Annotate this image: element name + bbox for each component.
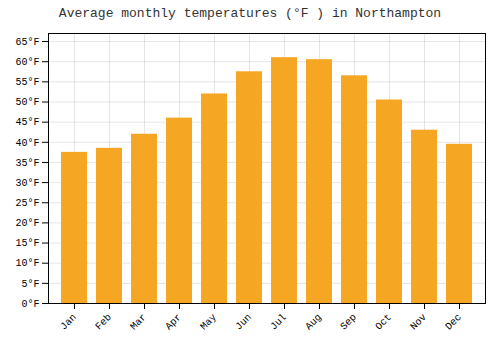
svg-text:May: May [198, 312, 219, 333]
svg-text:Sep: Sep [338, 312, 359, 333]
svg-text:60°F: 60°F [15, 57, 39, 68]
svg-text:Aug: Aug [303, 312, 324, 333]
html-text:Average monthly temperatures (: Average monthly temperatures (°F ) in No… [58, 6, 442, 21]
svg-text:30°F: 30°F [15, 178, 39, 189]
svg-text:Jan: Jan [58, 312, 79, 333]
svg-text:Nov: Nov [408, 312, 429, 333]
svg-text:50°F: 50°F [15, 97, 39, 108]
svg-text:Apr: Apr [163, 312, 184, 333]
svg-text:Jul: Jul [268, 312, 289, 333]
svg-text:Oct: Oct [373, 312, 394, 333]
svg-text:5°F: 5°F [21, 279, 39, 290]
svg-text:Feb: Feb [93, 312, 114, 333]
svg-text:10°F: 10°F [15, 258, 39, 269]
svg-text:Dec: Dec [443, 312, 464, 333]
svg-text:Jun: Jun [233, 312, 254, 333]
svg-text:25°F: 25°F [15, 198, 39, 209]
svg-text:20°F: 20°F [15, 218, 39, 229]
svg-text:35°F: 35°F [15, 158, 39, 169]
svg-text:55°F: 55°F [15, 77, 39, 88]
svg-text:Mar: Mar [128, 312, 149, 333]
svg-text:45°F: 45°F [15, 117, 39, 128]
svg-text:40°F: 40°F [15, 138, 39, 149]
svg-text:15°F: 15°F [15, 238, 39, 249]
svg-text:65°F: 65°F [15, 37, 39, 48]
svg-text:0°F: 0°F [21, 299, 39, 310]
